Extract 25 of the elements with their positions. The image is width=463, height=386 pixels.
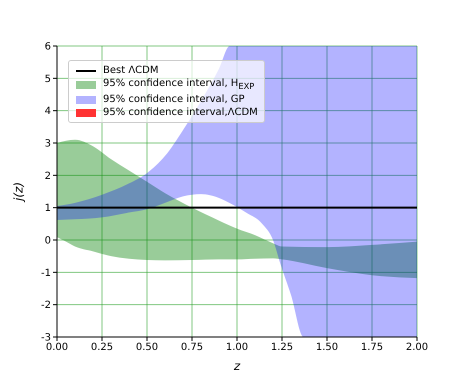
legend-label: Best ΛCDM xyxy=(103,64,158,77)
y-tick-label: -1 xyxy=(41,268,51,279)
legend-label: 95% confidence interval,ΛCDM xyxy=(103,106,258,119)
x-tick-label: 1.75 xyxy=(360,342,384,354)
x-tick-label: 1.50 xyxy=(316,342,338,354)
x-tick-label: 0.50 xyxy=(136,342,158,354)
y-tick-label: 4 xyxy=(44,106,51,118)
x-tick-label: 0.00 xyxy=(46,342,68,354)
y-tick-label: 3 xyxy=(44,138,51,150)
x-tick-label: 0.25 xyxy=(90,342,114,354)
y-tick-label: 5 xyxy=(44,74,51,85)
x-tick-label: 2.00 xyxy=(406,342,428,354)
x-axis-title: z xyxy=(232,359,241,373)
y-tick-label: 1 xyxy=(44,203,51,214)
y-tick-label: -2 xyxy=(41,300,51,312)
x-tick-label: 1.25 xyxy=(270,342,294,354)
legend-label: 95% confidence interval, H$_{EXP}$ xyxy=(103,77,254,93)
y-axis-title: j(z) xyxy=(11,182,26,203)
x-tick-label: 1.00 xyxy=(226,342,248,354)
y-tick-label: -3 xyxy=(41,332,51,344)
y-tick-label: 2 xyxy=(44,170,51,182)
y-tick-label: 6 xyxy=(44,42,51,53)
x-tick-label: 0.75 xyxy=(180,342,204,354)
y-tick-label: 0 xyxy=(44,236,51,247)
legend-label: 95% confidence interval, GP xyxy=(103,93,245,106)
